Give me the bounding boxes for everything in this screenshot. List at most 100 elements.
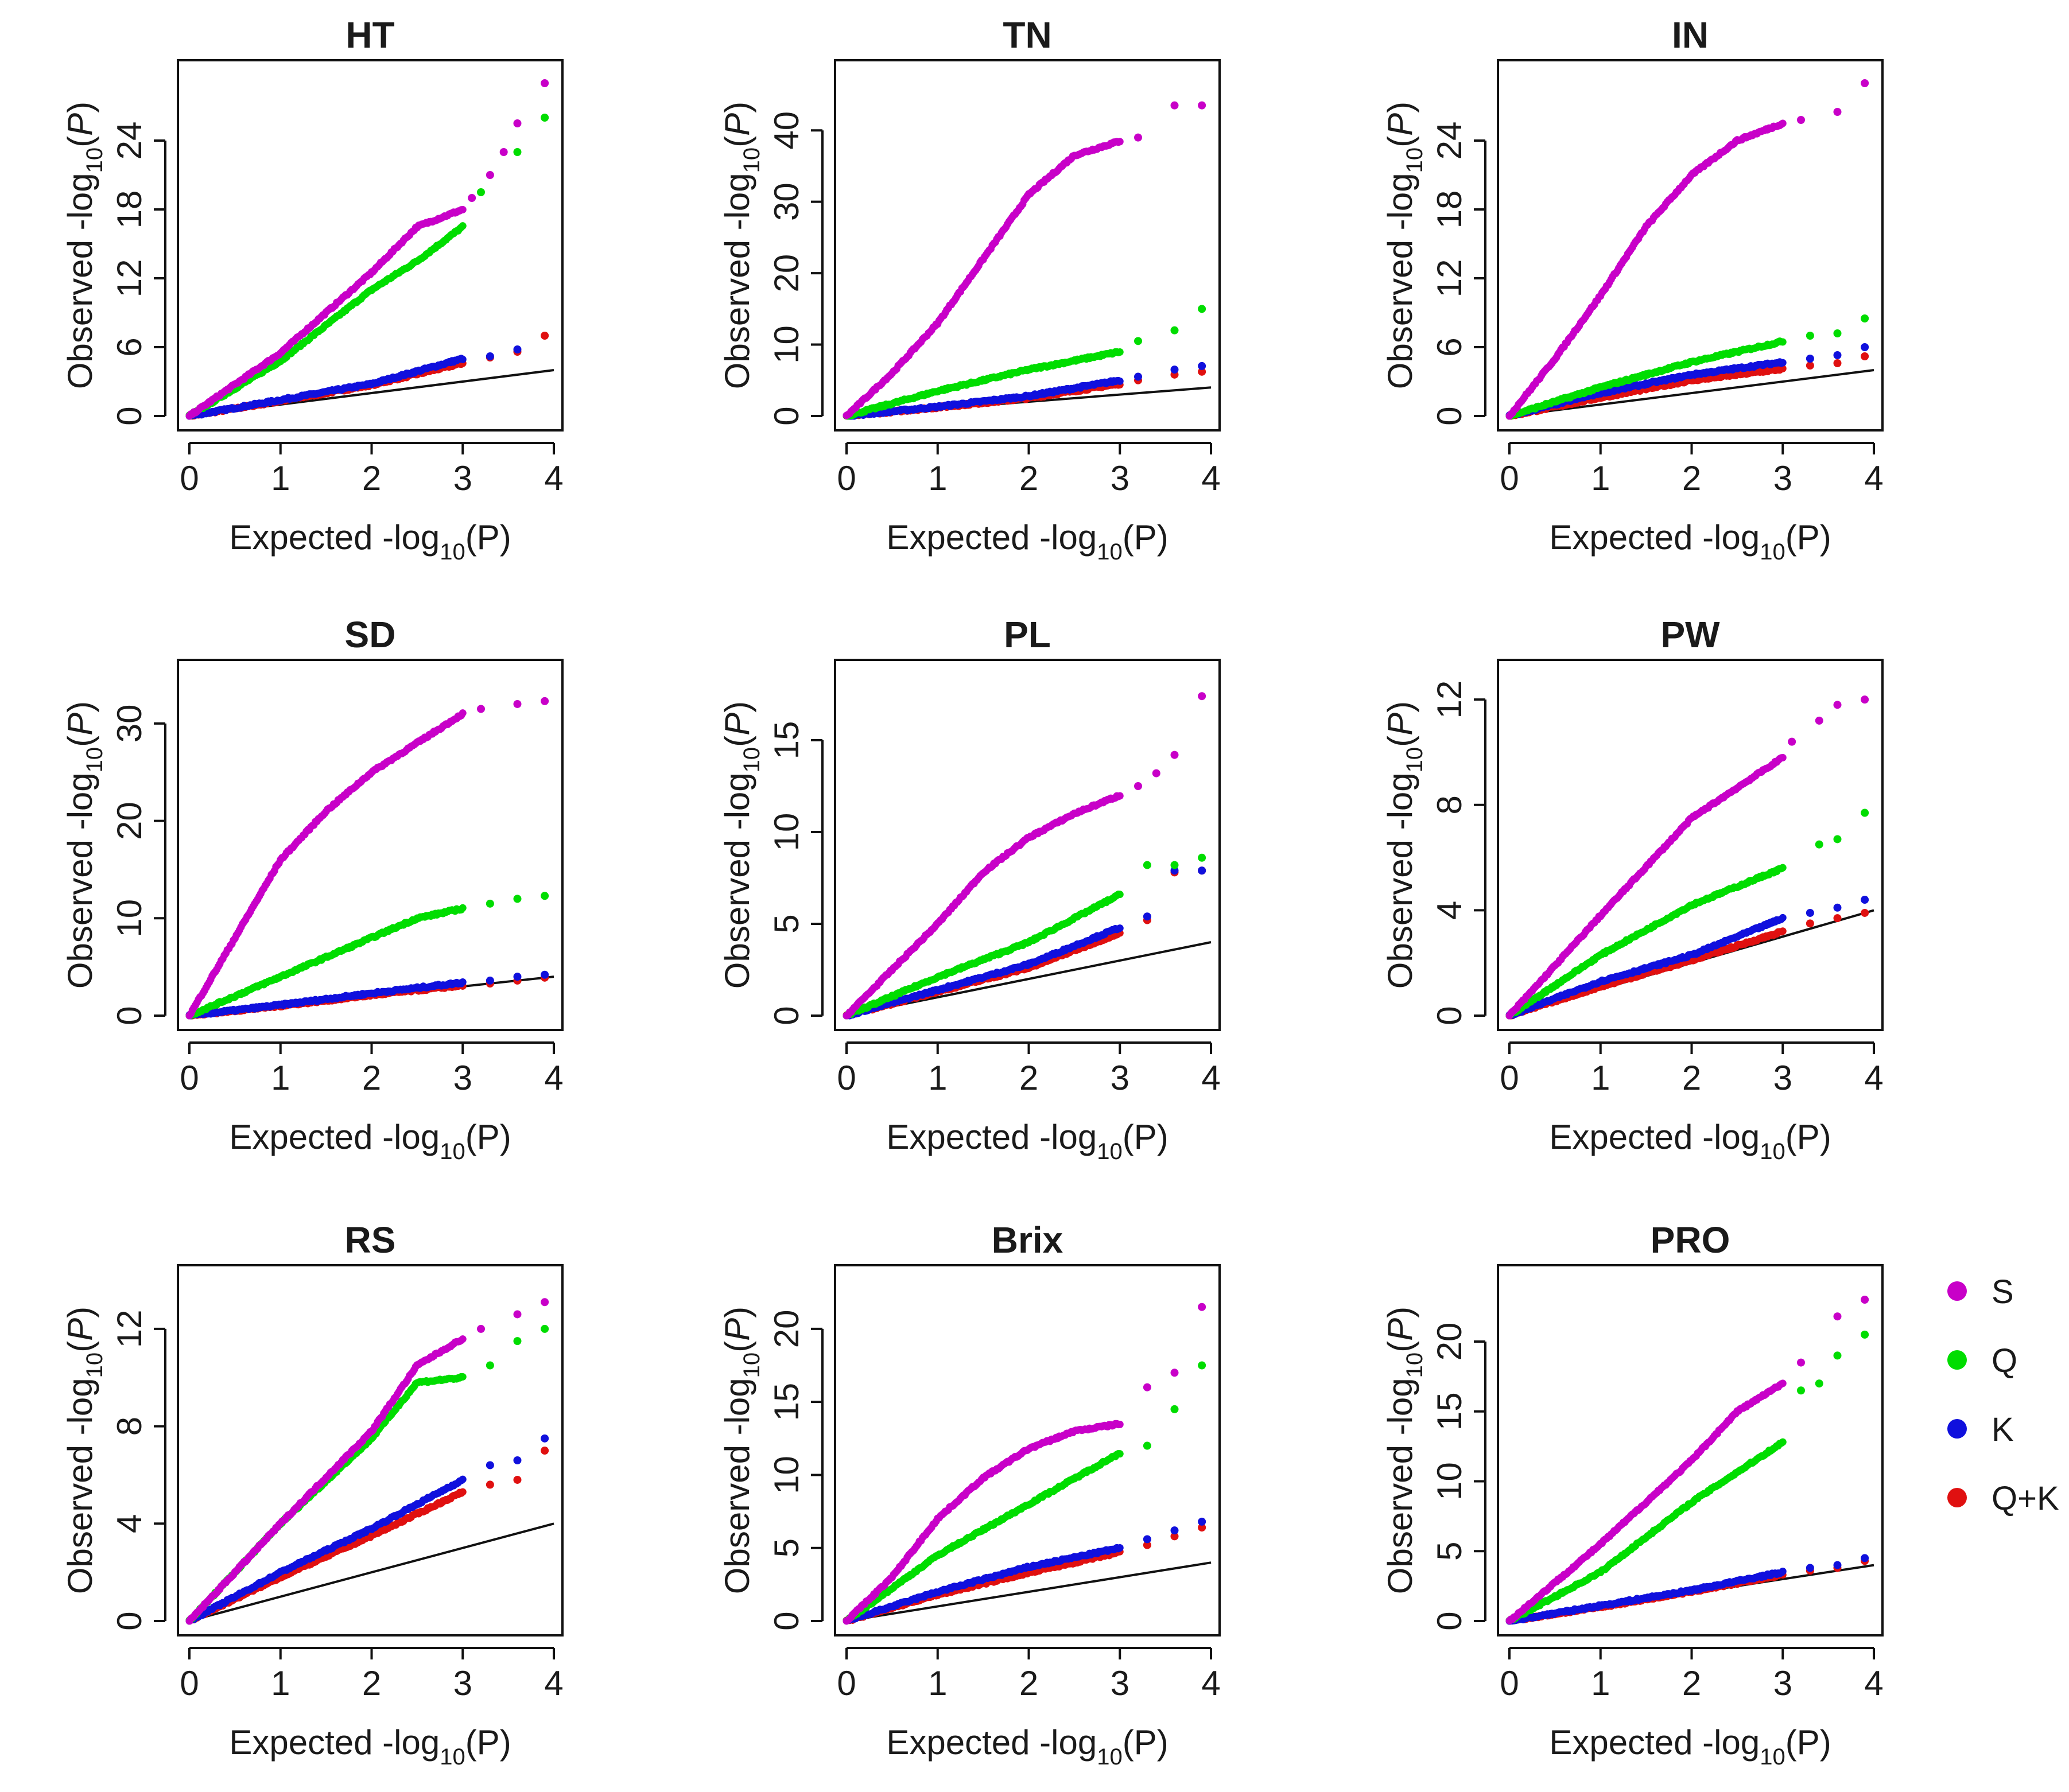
panel-title: TN: [1003, 14, 1051, 56]
y-tick-label: 12: [1430, 681, 1469, 719]
data-point: [486, 1480, 494, 1489]
data-point: [1833, 108, 1842, 116]
x-axis-label: Expected -log10(P): [1549, 1118, 1831, 1164]
y-tick-label: 20: [110, 802, 149, 840]
y-tick-label: 18: [1430, 191, 1469, 229]
data-point: [486, 899, 494, 908]
data-point: [1833, 351, 1842, 359]
data-point: [513, 699, 522, 708]
data-point: [1806, 919, 1814, 928]
data-point: [1198, 853, 1206, 862]
data-point: [1116, 891, 1124, 899]
x-tick-label: 2: [362, 1059, 381, 1097]
data-point: [499, 148, 508, 156]
x-tick-label: 4: [544, 1664, 563, 1702]
data-point: [1170, 751, 1179, 759]
y-axis-label: Observed -log10(P): [1381, 701, 1427, 989]
data-point: [541, 1447, 549, 1455]
data-point: [1170, 861, 1179, 869]
data-point: [541, 892, 549, 900]
x-tick-label: 0: [180, 459, 199, 497]
data-point: [1779, 359, 1787, 367]
y-tick-label: 4: [110, 1514, 149, 1533]
y-tick-label: 4: [1430, 901, 1469, 920]
data-point: [1833, 329, 1842, 337]
data-point: [1198, 361, 1206, 370]
data-point: [1198, 692, 1206, 701]
data-point: [1861, 908, 1869, 917]
data-point: [541, 332, 549, 340]
data-point: [1806, 908, 1814, 917]
y-tick-label: 12: [110, 1310, 149, 1348]
y-tick-label: 0: [1430, 406, 1469, 425]
data-point: [1134, 337, 1142, 345]
data-point: [1152, 769, 1160, 778]
data-point: [477, 705, 485, 713]
y-axis-label: Observed -log10(P): [718, 102, 764, 389]
data-point: [1861, 314, 1869, 322]
x-tick-label: 2: [1019, 459, 1038, 497]
data-point: [513, 973, 522, 981]
x-tick-label: 0: [1500, 1059, 1519, 1097]
y-tick-label: 30: [110, 705, 149, 743]
data-point: [1779, 864, 1787, 872]
x-tick-label: 2: [1019, 1059, 1038, 1097]
y-axis-label: Observed -log10(P): [718, 701, 764, 989]
data-point: [1143, 861, 1151, 869]
data-point: [1833, 359, 1842, 367]
y-tick-label: 0: [110, 1006, 149, 1025]
data-point: [486, 352, 494, 360]
x-tick-label: 0: [180, 1664, 199, 1702]
data-point: [459, 205, 467, 213]
data-point: [477, 188, 485, 196]
x-tick-label: 1: [271, 459, 290, 497]
data-point: [459, 1475, 467, 1483]
x-tick-label: 1: [1591, 459, 1610, 497]
data-point: [1116, 138, 1124, 146]
data-point: [486, 171, 494, 179]
data-point: [541, 970, 549, 979]
x-tick-label: 1: [928, 459, 947, 497]
data-point: [459, 904, 467, 912]
data-point: [1134, 372, 1142, 381]
data-point: [1861, 896, 1869, 904]
series-q: [1505, 808, 1869, 1020]
y-axis-label: Observed -log10(P): [1381, 102, 1427, 389]
y-tick-label: 40: [767, 111, 806, 150]
y-tick-label: 30: [767, 182, 806, 221]
x-tick-label: 3: [1773, 1059, 1792, 1097]
panel-title: SD: [345, 614, 396, 655]
x-axis-label: Expected -log10(P): [229, 518, 511, 565]
data-point: [1788, 737, 1796, 746]
data-point: [513, 345, 522, 353]
data-point: [1861, 695, 1869, 704]
data-point: [1779, 914, 1787, 922]
y-tick-label: 0: [1430, 1006, 1469, 1025]
x-axis-label: Expected -log10(P): [229, 1118, 511, 1164]
data-point: [1861, 79, 1869, 87]
y-tick-label: 8: [110, 1417, 149, 1436]
data-point: [1116, 377, 1124, 385]
data-point: [1170, 326, 1179, 335]
y-tick-label: 20: [767, 254, 806, 293]
y-tick-label: 8: [1430, 795, 1469, 814]
data-point: [459, 978, 467, 986]
data-point: [1861, 808, 1869, 817]
plot-frame: [177, 659, 564, 1031]
data-point: [1116, 348, 1124, 356]
data-point: [1833, 903, 1842, 912]
data-point: [1779, 927, 1787, 935]
data-point: [1779, 119, 1787, 127]
data-point: [459, 355, 467, 363]
series-k: [185, 345, 522, 420]
panel-title: PL: [1004, 614, 1051, 655]
y-tick-label: 15: [767, 721, 806, 760]
x-tick-label: 2: [362, 1664, 381, 1702]
data-point: [1198, 305, 1206, 313]
data-point: [1134, 133, 1142, 142]
